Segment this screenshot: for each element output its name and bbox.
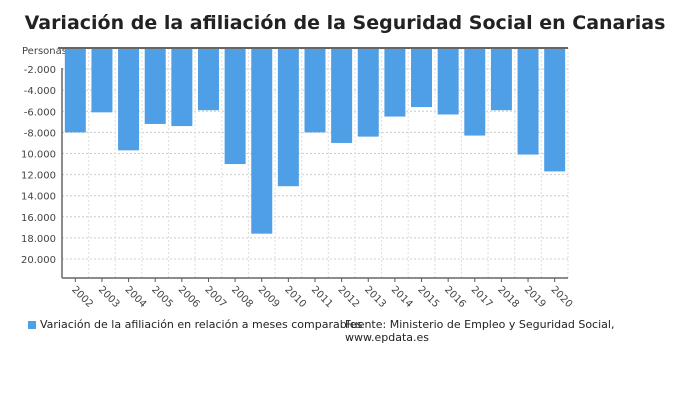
source-note: Fuente: Ministerio de Empleo y Seguridad… bbox=[345, 318, 615, 344]
bar-2003 bbox=[91, 48, 113, 113]
y-tick-label: 18.000 bbox=[21, 234, 56, 245]
x-tick-label: 2015 bbox=[415, 284, 441, 310]
legend: Variación de la afiliación en relación a… bbox=[28, 318, 362, 331]
x-tick-label: 2005 bbox=[149, 284, 175, 310]
y-tick-label: -6.000 bbox=[24, 107, 56, 118]
bar-2008 bbox=[224, 48, 246, 165]
legend-label: Variación de la afiliación en relación a… bbox=[40, 318, 363, 331]
bar-2010 bbox=[277, 48, 299, 187]
x-tick-label: 2011 bbox=[309, 284, 335, 310]
bar-2019 bbox=[517, 48, 539, 155]
bar-2002 bbox=[64, 48, 86, 133]
bar-2004 bbox=[118, 48, 140, 151]
bar-2005 bbox=[144, 48, 166, 124]
x-tick-label: 2019 bbox=[522, 284, 548, 310]
x-tick-label: 2006 bbox=[176, 284, 202, 310]
bar-2009 bbox=[251, 48, 273, 234]
x-tick-label: 2020 bbox=[549, 284, 575, 310]
y-tick-label: 14.000 bbox=[21, 192, 56, 203]
x-tick-label: 2016 bbox=[442, 284, 468, 310]
x-tick-label: 2013 bbox=[362, 284, 388, 310]
y-tick-label: -4.000 bbox=[24, 86, 56, 97]
x-tick-label: 2003 bbox=[96, 284, 122, 310]
x-tick-label: 2012 bbox=[336, 284, 362, 310]
y-tick-label: 16.000 bbox=[21, 213, 56, 224]
bar-2014 bbox=[384, 48, 406, 117]
x-tick-label: 2008 bbox=[229, 284, 255, 310]
bar-2015 bbox=[411, 48, 433, 108]
x-tick-label: 2010 bbox=[282, 284, 308, 310]
y-tick-label: 12.000 bbox=[21, 171, 56, 182]
y-tick-label: 20.000 bbox=[21, 255, 56, 266]
y-tick-label: -8.000 bbox=[24, 128, 56, 139]
y-tick-label: -2.000 bbox=[24, 65, 56, 76]
bar-2012 bbox=[331, 48, 353, 143]
x-tick-label: 2009 bbox=[256, 284, 282, 310]
bar-2017 bbox=[464, 48, 486, 136]
bar-2018 bbox=[490, 48, 512, 111]
bar-2006 bbox=[171, 48, 193, 127]
bar-2011 bbox=[304, 48, 326, 133]
x-tick-label: 2004 bbox=[122, 284, 148, 310]
x-tick-label: 2018 bbox=[495, 284, 521, 310]
legend-swatch bbox=[28, 320, 36, 329]
y-axis-label: Personas bbox=[22, 46, 67, 57]
bar-2013 bbox=[357, 48, 379, 137]
x-tick-label: 2017 bbox=[469, 284, 495, 310]
bar-2007 bbox=[197, 48, 219, 111]
x-tick-label: 2002 bbox=[69, 284, 95, 310]
x-tick-label: 2014 bbox=[389, 284, 415, 310]
bar-2016 bbox=[437, 48, 459, 115]
chart-title: Variación de la afiliación de la Segurid… bbox=[24, 12, 666, 34]
x-tick-label: 2007 bbox=[202, 284, 228, 310]
bar-2020 bbox=[544, 48, 566, 172]
y-tick-label: 10.000 bbox=[21, 150, 56, 161]
